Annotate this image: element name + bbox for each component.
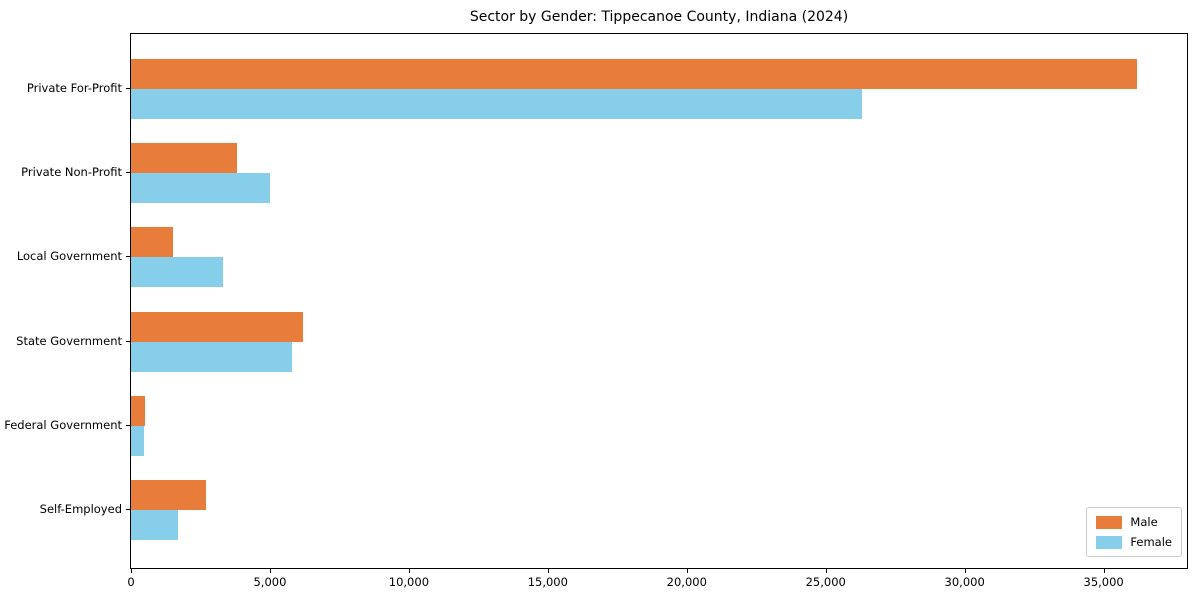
ytick-mark-2 xyxy=(126,256,130,258)
xtick-mark-4 xyxy=(686,569,688,573)
bar-male-0 xyxy=(131,59,1137,89)
xtick-mark-5 xyxy=(825,569,827,573)
xtick-mark-3 xyxy=(547,569,549,573)
xtick-mark-7 xyxy=(1103,569,1105,573)
legend: Male Female xyxy=(1086,507,1182,557)
female-series-swatch xyxy=(1096,535,1123,549)
ytick-mark-0 xyxy=(126,88,130,89)
plot-area: Male Female xyxy=(130,33,1188,569)
xtick-mark-1 xyxy=(269,569,271,573)
ytick-label-1: Private Non-Profit xyxy=(21,165,122,180)
ytick-label-0: Private For-Profit xyxy=(26,81,122,95)
xtick-label-3: 15,000 xyxy=(527,575,568,589)
ytick-label-2: Local Government xyxy=(16,249,122,264)
bar-female-2 xyxy=(131,257,223,288)
bar-male-3 xyxy=(131,311,304,342)
legend-label-male: Male xyxy=(1130,515,1158,529)
xtick-label-1: 5,000 xyxy=(253,575,287,589)
xtick-mark-6 xyxy=(964,569,966,573)
bar-male-1 xyxy=(131,143,237,174)
bar-male-5 xyxy=(131,480,207,510)
bar-male-4 xyxy=(131,395,145,426)
xtick-label-5: 25,000 xyxy=(805,575,846,589)
ytick-label-4: Federal Government xyxy=(4,417,122,432)
ytick-label-3: State Government xyxy=(16,333,122,348)
xtick-mark-0 xyxy=(131,569,132,573)
xtick-mark-2 xyxy=(408,569,410,573)
chart-title: Sector by Gender: Tippecanoe County, Ind… xyxy=(469,9,849,25)
bar-male-2 xyxy=(131,227,173,258)
y-axis: Private For-Profit Private Non-Profit Loca… xyxy=(0,0,122,600)
male-series-swatch xyxy=(1096,515,1123,529)
legend-label-female: Female xyxy=(1130,535,1172,549)
xtick-label-4: 20,000 xyxy=(666,575,707,589)
legend-item-female: Female xyxy=(1096,535,1172,549)
bar-female-3 xyxy=(131,341,293,372)
bar-female-1 xyxy=(131,173,270,204)
xtick-label-7: 35,000 xyxy=(1083,575,1124,589)
ytick-mark-1 xyxy=(126,172,130,174)
legend-item-male: Male xyxy=(1096,515,1172,529)
bar-female-4 xyxy=(131,425,145,456)
bar-female-0 xyxy=(131,89,862,119)
xtick-label-2: 10,000 xyxy=(388,575,430,589)
ytick-mark-4 xyxy=(126,424,130,426)
ytick-mark-3 xyxy=(126,340,130,342)
ytick-mark-5 xyxy=(126,509,130,510)
xtick-label-6: 30,000 xyxy=(944,575,985,589)
xtick-label-0: 0 xyxy=(127,575,135,589)
ytick-label-5: Self-Employed xyxy=(39,502,122,516)
bar-female-5 xyxy=(131,510,179,540)
